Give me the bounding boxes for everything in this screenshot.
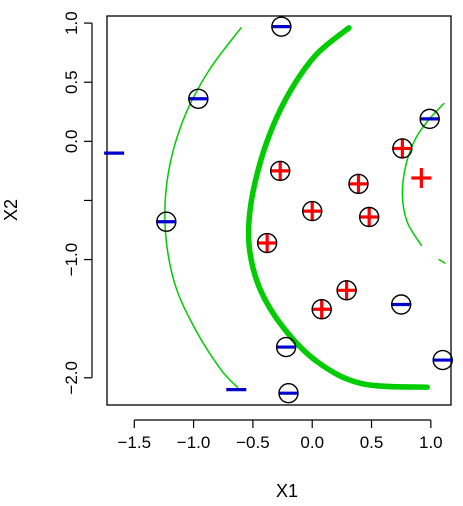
- plot-frame-layer: [106, 15, 452, 406]
- plus-point: [358, 206, 380, 228]
- support-vector-circle: [390, 294, 412, 315]
- support-vector-circle: [392, 138, 413, 159]
- plus-point: [392, 138, 413, 159]
- support-vector-circle: [156, 211, 177, 232]
- support-vector-circle: [188, 88, 209, 109]
- boundary-outer: [164, 27, 242, 389]
- minus-point: [188, 88, 209, 109]
- support-vector-circle: [269, 160, 291, 182]
- plus-point: [411, 167, 432, 188]
- y-axis-title: X2: [1, 199, 21, 221]
- plus-point: [311, 299, 332, 320]
- support-vector-circle: [311, 299, 332, 320]
- y-tick-label: 0.5: [62, 70, 81, 94]
- x-tick-label: −1.5: [118, 433, 152, 452]
- minus-point: [275, 336, 297, 358]
- x-tick-label: 1.0: [419, 433, 443, 452]
- x-tick-label: 0.0: [300, 433, 324, 452]
- boundary-main: [245, 25, 431, 391]
- support-vector-circle: [271, 16, 292, 37]
- support-vector-circle: [419, 108, 440, 130]
- x-tick-label: −0.5: [236, 433, 270, 452]
- minus-point: [390, 294, 412, 315]
- minus-point: [432, 349, 453, 371]
- support-vector-circle: [275, 336, 297, 358]
- y-tick-label: 1.0: [62, 11, 81, 35]
- plus-point: [336, 280, 357, 301]
- plus-point: [302, 200, 323, 222]
- decision-boundaries: [164, 25, 446, 391]
- support-vector-circle: [278, 382, 299, 404]
- plus-point: [348, 173, 369, 195]
- y-tick-label: 0.0: [62, 130, 81, 154]
- minus-point: [271, 16, 292, 37]
- plus-point: [256, 232, 278, 254]
- x-tick-label: 0.5: [360, 433, 384, 452]
- support-vector-circle: [302, 200, 323, 222]
- support-vector-circle: [256, 232, 278, 254]
- support-vector-circle: [432, 349, 453, 371]
- y-tick-label: −1.0: [62, 243, 81, 277]
- minus-point: [278, 382, 299, 404]
- plus-point: [269, 160, 291, 182]
- minus-point: [419, 108, 440, 130]
- minus-point: [156, 211, 177, 232]
- support-vector-circle: [348, 173, 369, 195]
- plot-border: [106, 15, 452, 406]
- data-points: [104, 16, 453, 404]
- support-vector-circle: [336, 280, 357, 301]
- boundary-right-tail: [438, 258, 446, 264]
- x-axis-title: X1: [276, 481, 298, 501]
- y-tick-label: −2.0: [62, 361, 81, 395]
- x-tick-label: −1.0: [177, 433, 211, 452]
- support-vector-circle: [358, 206, 380, 228]
- axis-ticks: −1.5 −1.0 −0.5 0.0 0.5 1.0 −2.0 −1.0 0.0 0.5 1.0: [62, 11, 443, 452]
